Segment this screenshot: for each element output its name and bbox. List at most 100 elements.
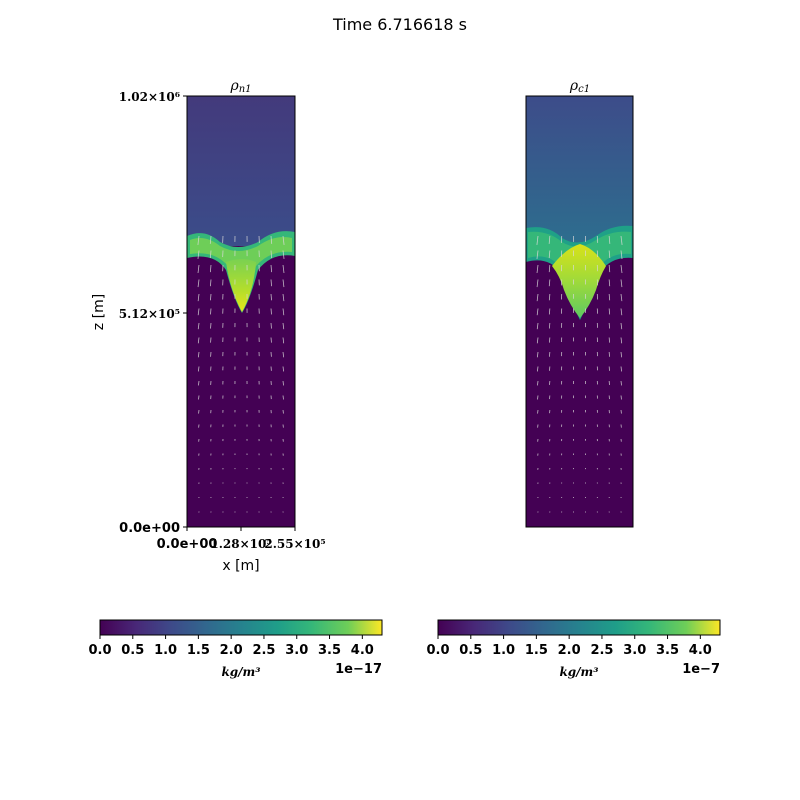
- velocity-arrow: [620, 279, 623, 288]
- velocity-arrow: [197, 308, 200, 316]
- y-tick-label: 5.12×10⁵: [119, 307, 180, 321]
- velocity-arrow: [548, 264, 551, 273]
- velocity-arrow: [620, 235, 623, 245]
- velocity-arrow: [536, 250, 539, 259]
- panel-title-rho-c1: ρc1: [569, 78, 590, 95]
- colorbar-tick-label: 4.0: [689, 643, 712, 658]
- velocity-arrow: [620, 351, 623, 358]
- falling-finger: [552, 244, 606, 318]
- colorbar-tick-label: 1.0: [492, 643, 515, 658]
- velocity-arrow: [270, 250, 273, 259]
- velocity-arrow: [620, 250, 623, 259]
- colorbar-tick-label: 3.5: [656, 643, 679, 658]
- velocity-vectors: [536, 235, 623, 513]
- colorbar-tick-label: 0.5: [459, 643, 482, 658]
- velocity-arrow: [608, 250, 611, 259]
- velocity-arrow: [608, 293, 611, 301]
- heatmap-rho-c1: [526, 96, 633, 527]
- velocity-arrow: [536, 337, 539, 344]
- velocity-arrow: [209, 264, 212, 273]
- colorbar-tick-label: 3.0: [623, 643, 646, 658]
- y-tick-label: 1.02×10⁶: [119, 90, 180, 104]
- colorbar-gradient: [437, 619, 721, 636]
- figure-title: Time 6.716618 s: [332, 15, 467, 34]
- velocity-arrow: [209, 250, 212, 259]
- colorbar-tick-label: 0.0: [426, 643, 449, 658]
- colorbar-tick-label: 3.5: [318, 643, 341, 658]
- velocity-arrow: [548, 308, 551, 315]
- velocity-arrow: [270, 235, 273, 244]
- velocity-arrow: [536, 279, 539, 288]
- velocity-arrow: [198, 366, 200, 372]
- velocity-arrow: [548, 250, 551, 259]
- velocity-arrow: [608, 279, 611, 287]
- colorbar-tick-label: 2.5: [252, 643, 275, 658]
- velocity-arrow: [282, 264, 285, 274]
- velocity-arrow: [608, 235, 611, 244]
- velocity-arrow: [620, 337, 623, 344]
- velocity-arrow: [548, 235, 551, 244]
- colorbar-tick-label: 4.0: [351, 643, 374, 658]
- velocity-arrow: [620, 322, 623, 330]
- velocity-arrow: [197, 250, 200, 260]
- velocity-arrow: [282, 279, 285, 288]
- velocity-arrow: [282, 366, 284, 372]
- x-tick-label: 2.55×10⁵: [264, 537, 325, 551]
- colorbar-tick-label: 1.5: [525, 643, 548, 658]
- x-axis-label: x [m]: [222, 558, 259, 574]
- velocity-arrow: [608, 308, 611, 315]
- velocity-arrow: [270, 279, 272, 287]
- upper-region: [187, 96, 295, 246]
- colorbar-rho-c1: 0.0 0.5 1.0 1.5 2.0 2.5 3.0 3.5 4.0 1e−7 kg/m³: [426, 619, 721, 679]
- velocity-arrow: [197, 235, 200, 245]
- velocity-arrow: [608, 264, 611, 273]
- velocity-arrow: [197, 279, 200, 288]
- velocity-arrow: [197, 293, 200, 302]
- velocity-arrow: [282, 235, 285, 245]
- velocity-arrow: [620, 366, 622, 372]
- velocity-arrow: [210, 279, 212, 287]
- velocity-arrow: [620, 380, 622, 386]
- velocity-arrow: [198, 380, 200, 386]
- colorbar-tick-label: 0.0: [88, 643, 111, 658]
- velocity-arrow: [548, 279, 551, 287]
- colorbar-offset: 1e−7: [682, 662, 720, 677]
- velocity-arrow: [620, 308, 623, 316]
- colorbar-tick-label: 2.0: [558, 643, 581, 658]
- x-tick-label: 0.0e+00: [157, 537, 218, 552]
- velocity-arrow: [548, 293, 551, 301]
- colorbar-tick-label: 3.0: [285, 643, 308, 658]
- velocity-arrow: [536, 235, 539, 245]
- axes-frame: [525, 95, 634, 528]
- velocity-vectors: [197, 235, 285, 513]
- velocity-arrow: [270, 264, 273, 273]
- colorbar-tick-label: 0.5: [121, 643, 144, 658]
- y-axis: 1.02×10⁶ 5.12×10⁵ 0.0e+00 z [m]: [91, 90, 187, 536]
- y-tick-label: 0.0e+00: [119, 521, 180, 536]
- colorbar-unit: kg/m³: [559, 665, 598, 679]
- panel-rho-c1: ρc1: [525, 78, 634, 528]
- upper-region: [526, 96, 633, 246]
- falling-finger: [226, 259, 256, 312]
- velocity-arrow: [270, 308, 272, 315]
- colorbar-rho-n1: 0.0 0.5 1.0 1.5 2.0 2.5 3.0 3.5 4.0 1e−17 kg/m³: [88, 619, 383, 679]
- velocity-arrow: [620, 264, 623, 274]
- velocity-arrow: [210, 293, 212, 301]
- velocity-arrow: [282, 322, 285, 330]
- colorbar-tick-label: 1.0: [154, 643, 177, 658]
- velocity-arrow: [282, 293, 285, 302]
- velocity-arrow: [209, 235, 212, 244]
- velocity-arrow: [197, 337, 200, 344]
- velocity-arrow: [536, 264, 539, 274]
- colorbar-tick-label: 1.5: [187, 643, 210, 658]
- colorbar-ticks: 0.0 0.5 1.0 1.5 2.0 2.5 3.0 3.5 4.0: [88, 635, 374, 658]
- velocity-arrow: [536, 351, 539, 358]
- y-axis-label: z [m]: [91, 294, 107, 330]
- colorbar-offset: 1e−17: [335, 662, 382, 677]
- panel-rho-n1: ρn1 1.02×10⁶ 5.12×10⁵ 0.0e+00 z [m] 0.0e…: [91, 78, 326, 574]
- velocity-arrow: [536, 308, 539, 316]
- velocity-arrow: [282, 351, 285, 358]
- velocity-arrow: [536, 322, 539, 330]
- velocity-arrow: [282, 337, 285, 344]
